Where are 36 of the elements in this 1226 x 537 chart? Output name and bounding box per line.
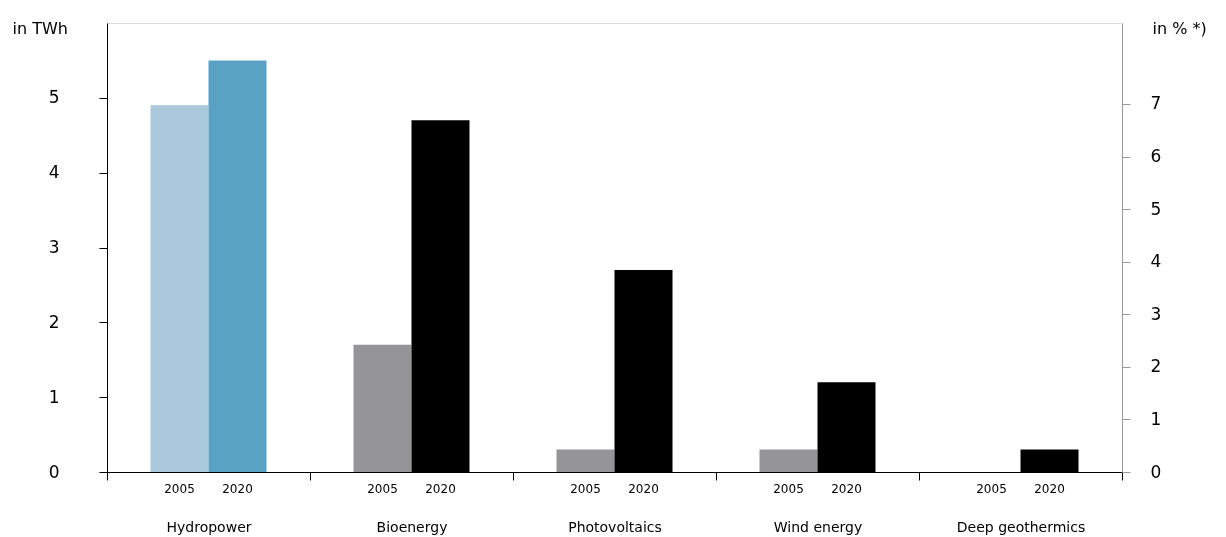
y2-tick-label: 6 [1150, 146, 1162, 167]
y-tick-label: 4 [48, 162, 60, 183]
bar [150, 105, 209, 472]
text: 2020 [628, 482, 659, 496]
text: 2020 [1034, 482, 1065, 496]
text: 2020 [425, 482, 456, 496]
y2-tick-label: 7 [1150, 93, 1162, 114]
text: 2005 [976, 482, 1007, 496]
bar [353, 344, 412, 472]
y-tick-label: 0 [48, 461, 60, 482]
x-tick-label: Hydropower [166, 518, 252, 535]
y2-tick-label: 2 [1150, 356, 1162, 377]
text: 2005 [570, 482, 601, 496]
bar [208, 60, 267, 472]
text: 2020 [831, 482, 862, 496]
text: 2005 [367, 482, 398, 496]
x-tick-label: Deep geothermics [956, 518, 1086, 535]
y-tick-label: 1 [48, 386, 60, 407]
y-tick-label: 3 [48, 237, 60, 257]
y-axis-title: in TWh [12, 18, 68, 38]
y2-tick-label: 3 [1150, 303, 1162, 324]
text: 2005 [773, 482, 804, 496]
series-label: 2020 [222, 482, 253, 496]
x-tick-label: Bioenergy [376, 518, 448, 535]
y2-axis-title: in % *) [1152, 18, 1207, 38]
x-tick-label: Photovoltaics [568, 518, 662, 535]
y-tick-label: 5 [48, 87, 60, 108]
y2-tick-label: 4 [1150, 251, 1162, 272]
y-tick-label: 2 [48, 311, 60, 332]
bar [556, 449, 615, 472]
series-label: 2005 [164, 482, 195, 496]
y2-tick-label: 0 [1150, 461, 1162, 482]
y2-tick-label: 5 [1150, 198, 1162, 219]
bar [759, 449, 818, 472]
x-tick-label: Wind energy [773, 518, 863, 535]
y2-tick-label: 1 [1150, 408, 1162, 429]
